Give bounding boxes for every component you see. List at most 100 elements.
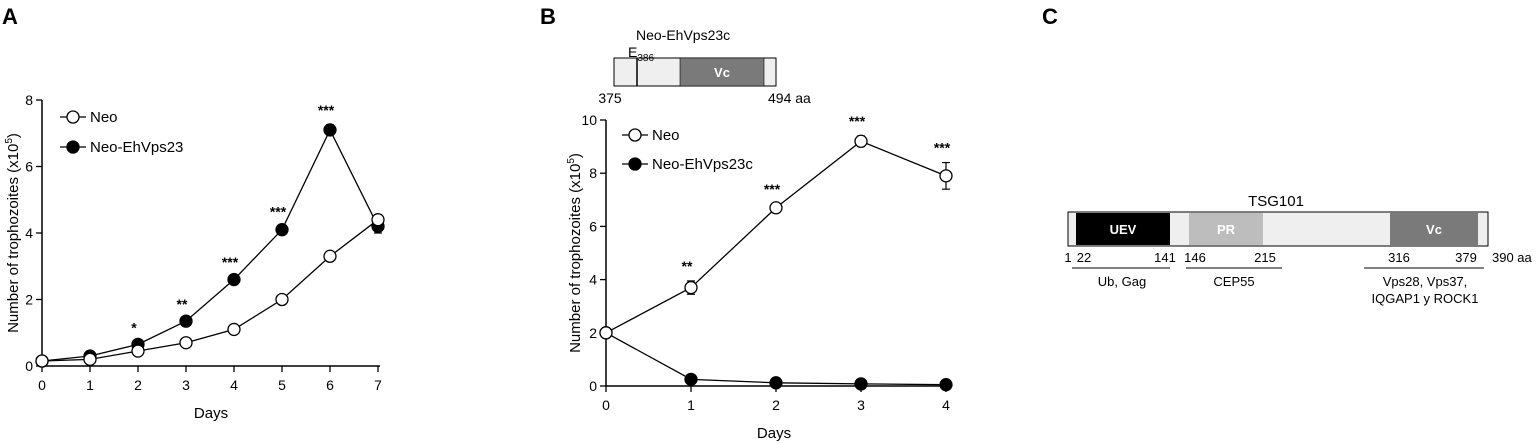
x-tick-label: 0	[38, 377, 46, 393]
construct-title: Neo-EhVps23c	[636, 27, 730, 43]
data-point-neo-ehvps23	[179, 314, 193, 328]
y-tick-label: 10	[581, 112, 597, 128]
y-tick-label: 0	[25, 358, 33, 374]
construct-start: 375	[598, 90, 622, 106]
data-point-neo	[769, 201, 783, 215]
y-tick-label: 6	[589, 218, 597, 234]
significance-label: *	[131, 320, 137, 336]
series-line-neo-ehvps23	[41, 128, 379, 362]
y-axis-title: Number of trophozoites (x105)	[566, 153, 584, 353]
y-tick-label: 4	[589, 272, 597, 288]
legend-marker-neo	[66, 110, 80, 124]
construct-diagram: Neo-EhVps23c E386 Vc 375 494 aa	[598, 27, 811, 106]
chart-a: Days Number of trophozoites (x105) Neo N…	[4, 92, 385, 422]
x-tick-label: 2	[134, 377, 142, 393]
data-point-neo	[83, 352, 97, 367]
series-line-neo	[41, 219, 379, 362]
position-390: 390 aa	[1492, 250, 1533, 265]
y-tick-label: 8	[25, 92, 33, 108]
data-point-neo	[599, 326, 613, 340]
legend-label-neo-ehvps23: Neo-EhVps23	[90, 139, 183, 156]
partner-iqgap1-rock1: IQGAP1 y ROCK1	[1372, 291, 1479, 306]
data-point-neo	[684, 280, 698, 295]
x-tick-label: 7	[374, 377, 382, 393]
data-point-neo	[854, 134, 868, 148]
residue-label: E386	[628, 44, 654, 64]
x-tick-label: 5	[278, 377, 286, 393]
significance-label: ***	[270, 203, 287, 219]
significance-label: ***	[849, 113, 866, 129]
data-point-neo	[323, 249, 337, 263]
legend: Neo Neo-EhVps23	[60, 109, 183, 156]
partner-ub-gag: Ub, Gag	[1098, 274, 1146, 289]
x-tick-label: 1	[687, 397, 695, 413]
data-point-neo-ehvps23	[275, 223, 289, 237]
partner-cep55: CEP55	[1213, 274, 1254, 289]
legend-label-neo-ehvps23c: Neo-EhVps23c	[652, 156, 753, 173]
data-point-neo-ehvps23c	[939, 378, 953, 392]
x-tick-label: 4	[230, 377, 238, 393]
position-22: 22	[1077, 250, 1091, 265]
x-tick-label: 3	[857, 397, 865, 413]
significance-label: ***	[764, 181, 781, 197]
construct-end: 494 aa	[768, 90, 811, 106]
significance-label: **	[682, 258, 693, 274]
x-axis-title: Days	[757, 425, 791, 442]
legend-marker-neo-ehvps23	[66, 140, 80, 154]
x-axis-title: Days	[194, 405, 228, 422]
data-point-neo-ehvps23	[323, 123, 337, 137]
position-141: 141	[1154, 250, 1176, 265]
x-tick-label: 4	[942, 397, 950, 413]
x-tick-label: 0	[602, 397, 610, 413]
data-point-neo	[227, 322, 241, 337]
y-axis-title: Number of trophozoites (x105)	[4, 133, 22, 333]
position-1: 1	[1064, 250, 1071, 265]
data-point-neo-ehvps23c	[769, 376, 783, 390]
position-215: 215	[1254, 250, 1276, 265]
y-tick-label: 6	[25, 159, 33, 175]
y-tick-label: 4	[25, 225, 33, 241]
data-point-neo	[939, 169, 953, 183]
position-316: 316	[1388, 250, 1410, 265]
significance-label: ***	[222, 254, 239, 270]
significance-label: ***	[318, 102, 335, 118]
significance-label: ***	[934, 140, 951, 156]
panel-letter-a: A	[2, 4, 18, 29]
legend-marker-neo	[628, 128, 642, 142]
data-point-neo	[371, 213, 385, 227]
data-point-neo-ehvps23c	[684, 372, 698, 387]
domain-vc-label: Vc	[1426, 222, 1442, 237]
chart-b: Days Number of trophozoites (x105) Neo N…	[566, 112, 953, 442]
data-point-neo	[275, 292, 289, 307]
tsg101-diagram: TSG101 UEV PR Vc 1 22 141 146 215 316 37…	[1064, 193, 1532, 306]
legend-label-neo: Neo	[652, 127, 680, 144]
panel-letter-b: B	[540, 4, 556, 29]
x-tick-label: 6	[326, 377, 334, 393]
construct-vc-domain	[679, 57, 765, 87]
position-379: 379	[1455, 250, 1477, 265]
y-tick-label: 2	[589, 325, 597, 341]
significance-label: **	[177, 296, 188, 312]
domain-pr-label: PR	[1217, 222, 1236, 237]
y-tick-label: 0	[589, 378, 597, 394]
partner-vps28-vps37: Vps28, Vps37,	[1383, 274, 1468, 289]
protein-title: TSG101	[1248, 193, 1304, 210]
data-point-neo	[179, 336, 193, 350]
position-146: 146	[1184, 250, 1206, 265]
data-point-neo-ehvps23c	[854, 377, 868, 391]
data-point-neo-ehvps23	[227, 272, 241, 287]
domain-uev	[1076, 213, 1170, 245]
domain-vc	[1390, 213, 1478, 245]
legend-label-neo: Neo	[90, 109, 118, 126]
x-tick-label: 1	[86, 377, 94, 393]
y-tick-label: 8	[589, 165, 597, 181]
panel-letter-c: C	[1042, 4, 1058, 29]
data-point-neo	[35, 354, 49, 368]
construct-vc-label: Vc	[714, 65, 730, 80]
domain-pr	[1189, 213, 1263, 245]
y-tick-label: 2	[25, 292, 33, 308]
legend-marker-neo-ehvps23c	[628, 157, 642, 171]
x-tick-label: 2	[772, 397, 780, 413]
domain-uev-label: UEV	[1110, 222, 1137, 237]
